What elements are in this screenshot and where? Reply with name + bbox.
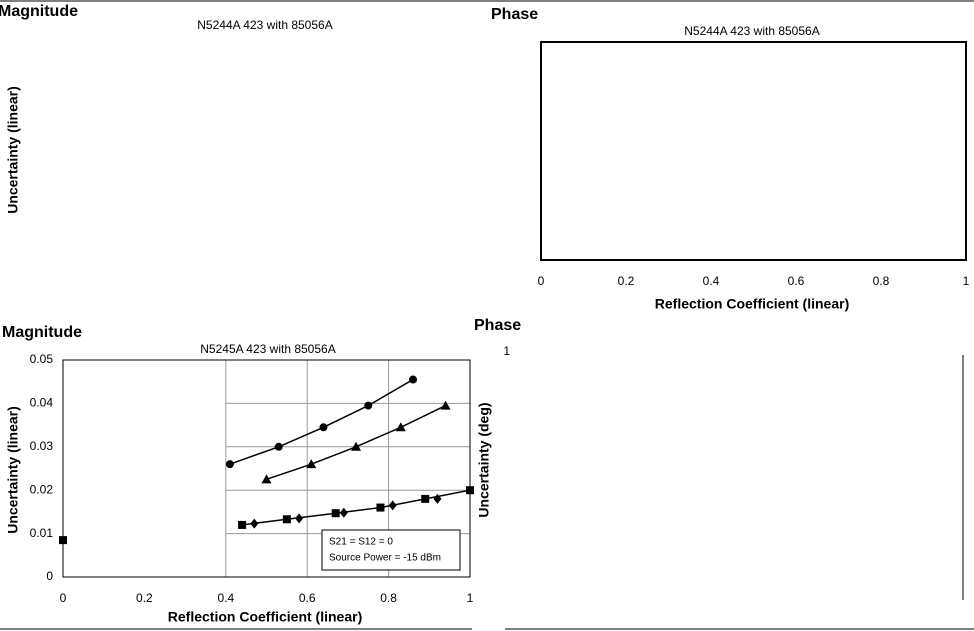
- chart-heading: Phase: [491, 6, 538, 23]
- marker: [339, 507, 348, 518]
- marker: [319, 423, 328, 432]
- y-axis-label: Uncertainty (linear): [5, 86, 21, 214]
- x-tick-label: 0.4: [217, 591, 234, 605]
- plot-frame: [540, 41, 967, 261]
- marker: [395, 422, 406, 432]
- marker: [351, 441, 362, 451]
- marker: [59, 536, 67, 545]
- series-line: [229, 378, 414, 465]
- y-tick-label: 0: [46, 569, 53, 583]
- x-tick-label: 1: [963, 274, 970, 288]
- marker: [440, 400, 451, 410]
- y-tick-label: 0.03: [30, 439, 54, 453]
- x-tick-label: 0.2: [136, 591, 153, 605]
- marker: [295, 513, 304, 524]
- marker: [433, 493, 442, 504]
- y-axis-label: Uncertainty (linear): [5, 406, 21, 534]
- marker: [306, 459, 317, 469]
- y-tick-label: 0.02: [30, 482, 54, 496]
- y-tick-label: 1: [503, 344, 510, 358]
- x-tick-label: 1: [467, 591, 474, 605]
- chart-title: N5244A 423 with 85056A: [197, 18, 332, 32]
- marker: [282, 515, 291, 524]
- x-tick-label: 0: [538, 274, 545, 288]
- x-axis-label: Reflection Coefficient (linear): [655, 296, 849, 312]
- marker: [238, 520, 247, 529]
- marker: [421, 494, 430, 503]
- marker: [409, 375, 418, 384]
- series-line: [241, 489, 471, 526]
- marker: [376, 503, 385, 512]
- x-tick-label: 0.6: [299, 591, 316, 605]
- marker: [388, 500, 397, 511]
- chart-heading: Magnitude: [2, 324, 82, 341]
- marker: [466, 486, 474, 495]
- x-tick-label: 0.8: [873, 274, 890, 288]
- x-tick-label: 0.4: [703, 274, 720, 288]
- x-tick-label: 0.6: [788, 274, 805, 288]
- x-tick-label: 0: [60, 591, 67, 605]
- marker: [250, 518, 259, 529]
- chart-heading: Magnitude: [0, 3, 78, 20]
- chart-title: N5244A 423 with 85056A: [684, 24, 819, 38]
- chart-heading: Phase: [474, 317, 521, 334]
- annotation-box: [321, 529, 461, 571]
- annotation: S21 = S12 = 0: [329, 537, 393, 548]
- plot-frame: [62, 359, 471, 578]
- chart-title: N5245A 423 with 85056A: [200, 342, 335, 356]
- marker: [225, 460, 234, 469]
- marker: [274, 442, 283, 451]
- marker: [331, 509, 340, 518]
- x-tick-label: 0.8: [380, 591, 397, 605]
- marker: [261, 474, 272, 484]
- y-tick-label: 0.05: [30, 352, 54, 366]
- x-axis-label: Reflection Coefficient (linear): [168, 609, 362, 625]
- y-tick-label: 0.01: [30, 526, 54, 540]
- annotation: Source Power = -15 dBm: [329, 553, 441, 564]
- x-tick-label: 0.2: [618, 274, 635, 288]
- y-axis-label: Uncertainty (deg): [476, 402, 492, 517]
- y-tick-label: 0.04: [30, 396, 54, 410]
- marker: [364, 401, 373, 410]
